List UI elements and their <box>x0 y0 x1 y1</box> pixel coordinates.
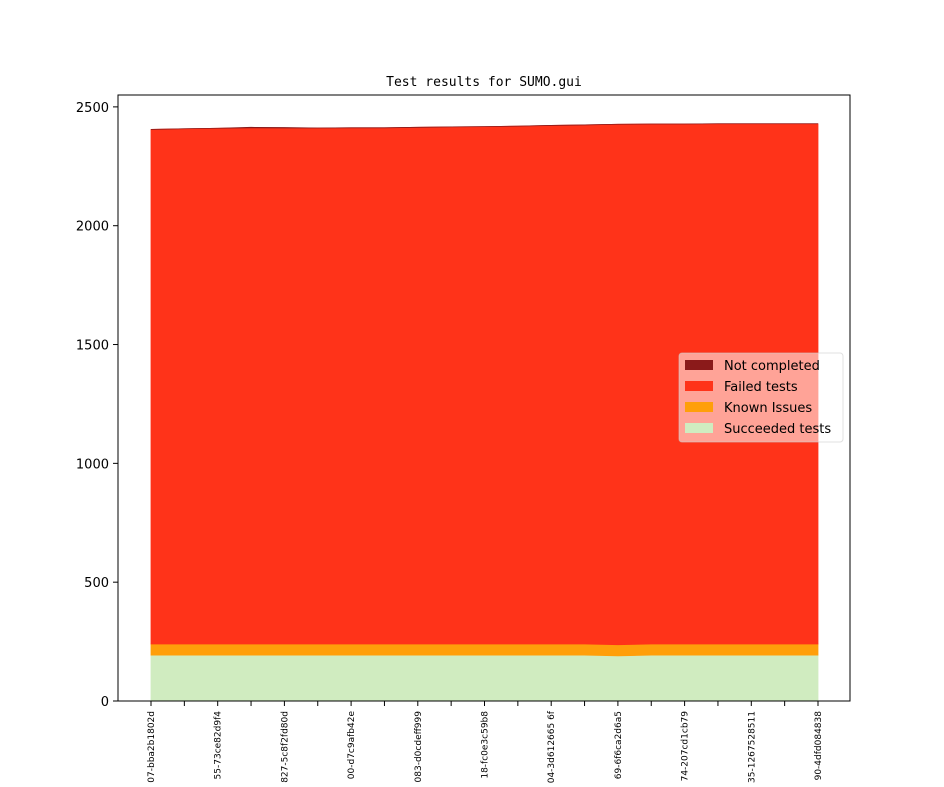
legend-box <box>678 352 844 443</box>
legend-swatch <box>685 402 713 412</box>
y-tick-label: 1000 <box>76 457 109 472</box>
x-axis: 07-bba2b1802d 55-73ce82d9f4 827-5c8f2fd80d… <box>147 701 824 783</box>
x-tick-label: 90-4dfd084838 <box>814 711 824 781</box>
legend-label: Failed tests <box>724 380 798 395</box>
area-not-completed <box>150 123 818 130</box>
area-known-issues <box>150 643 819 657</box>
area-succeeded-tests <box>150 654 819 702</box>
x-tick-label: 55-73ce82d9f4 <box>214 711 224 780</box>
legend: Not completed Failed tests Known Issues Suc… <box>678 352 844 443</box>
y-tick-label: 2500 <box>76 101 109 116</box>
x-tick-label: 04-3d612665 6f <box>547 710 557 783</box>
y-tick-label: 500 <box>84 576 109 591</box>
chart-title: Test results for SUMO.gui <box>386 75 582 90</box>
area-layers <box>150 123 819 702</box>
x-tick-label: 74-207cd1cb79 <box>681 711 691 782</box>
y-tick-label: 0 <box>101 695 109 710</box>
legend-swatch <box>685 423 713 433</box>
legend-swatch <box>685 360 713 370</box>
x-tick-label: 827-5c8f2fd80d <box>280 711 290 783</box>
y-tick-label: 2000 <box>76 220 109 235</box>
x-tick-label: 07-bba2b1802d <box>147 711 157 783</box>
legend-label: Succeeded tests <box>724 422 831 437</box>
y-tick-label: 1500 <box>76 339 109 354</box>
x-tick-label: 00-d7c9afb42e <box>347 711 357 780</box>
x-tick-label: 35-1267528511 <box>747 711 757 783</box>
x-tick-label: 083-d0cdeff999 <box>414 711 424 783</box>
y-axis: 0 500 1000 1500 2000 2500 <box>76 101 118 710</box>
x-tick-label: 18-fc0e3c59b8 <box>481 711 491 779</box>
legend-label: Not completed <box>724 359 820 374</box>
legend-swatch <box>685 381 713 391</box>
legend-label: Known Issues <box>724 401 812 416</box>
x-tick-label: 69-6f6ca2d6a5 <box>614 711 624 779</box>
